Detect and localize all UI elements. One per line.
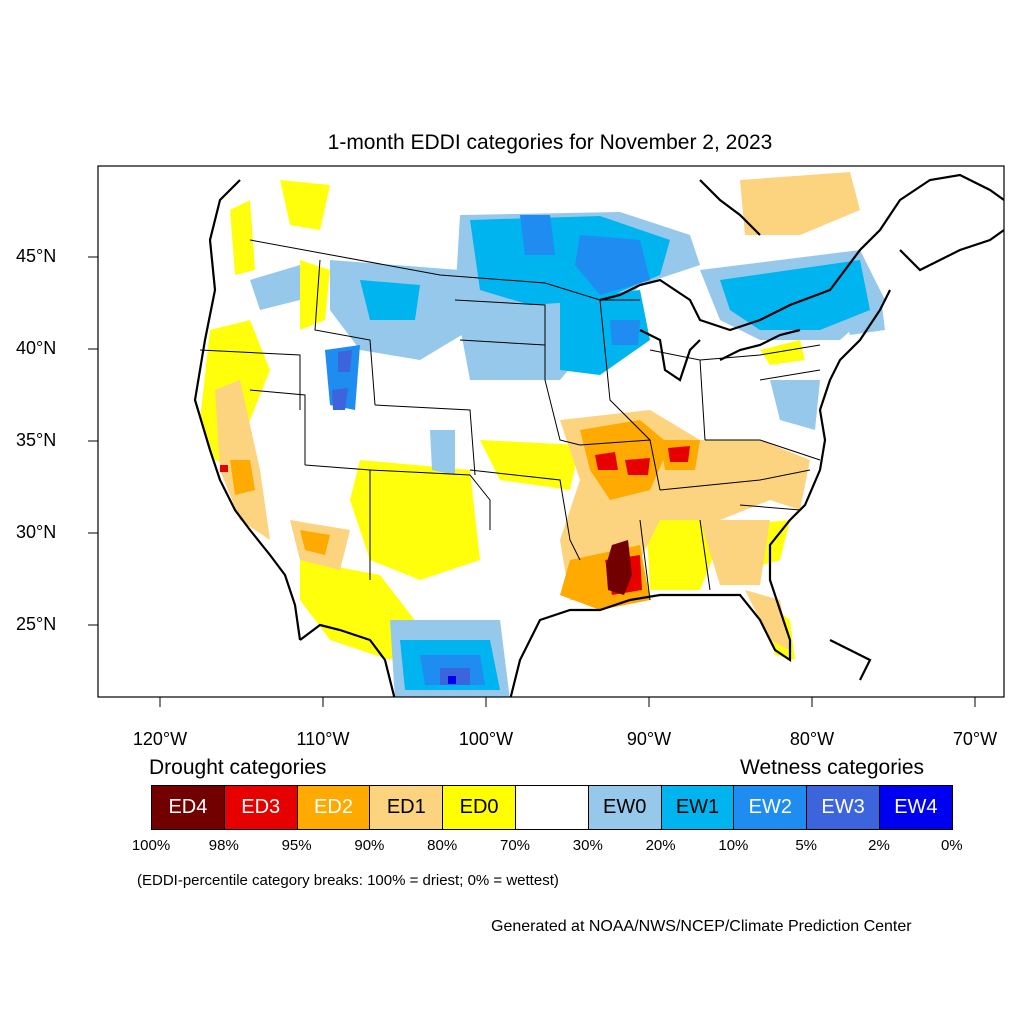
axis-ticks — [88, 256, 976, 707]
legend-swatch-ed3: ED3 — [223, 785, 298, 830]
lat-label-25: 25°N — [16, 614, 57, 634]
lat-label-30: 30°N — [16, 522, 57, 542]
map-frame — [97, 165, 1005, 698]
legend-break-label: 10% — [718, 837, 749, 854]
legend-swatch-ed2: ED2 — [296, 785, 371, 830]
legend-break-label: 30% — [572, 837, 603, 854]
map-title: 1-month EDDI categories for November 2, … — [327, 131, 773, 154]
lon-label-70w: 70°W — [952, 729, 998, 749]
legend-swatch-ed4: ED4 — [151, 785, 225, 830]
legend-swatch-ew4: EW4 — [879, 785, 953, 830]
state-boundaries — [199, 239, 821, 601]
legend-swatch-ed1: ED1 — [369, 785, 444, 830]
legend-swatch-ed0: ED0 — [442, 785, 516, 830]
legend-swatch-ew0: EW0 — [587, 785, 662, 830]
legend-break-label: 70% — [499, 837, 531, 854]
lat-label-45: 45°N — [16, 246, 57, 266]
legend-break-label: 20% — [645, 837, 676, 854]
legend-break-label: 90% — [354, 837, 385, 854]
legend-swatch-ew2: EW2 — [733, 785, 808, 830]
drought-categories-heading: Drought categories — [149, 756, 327, 779]
legend-swatch-ew3: EW3 — [806, 785, 880, 830]
legend-break-label: 80% — [427, 837, 458, 854]
lon-label-90w: 90°W — [626, 729, 672, 749]
lat-label-35: 35°N — [16, 430, 57, 450]
wetness-categories-heading: Wetness categories — [740, 756, 925, 779]
lon-label-80w: 80°W — [789, 729, 835, 749]
ew2-regions — [325, 215, 650, 685]
legend-break-label: 100% — [131, 837, 171, 854]
ed4-region — [606, 540, 632, 595]
lon-label-110w: 110°W — [296, 729, 350, 749]
ew4-region — [448, 676, 456, 684]
legend-break-label: 2% — [868, 837, 890, 854]
legend-break-label: 0% — [940, 837, 963, 854]
legend-break-label: 98% — [208, 837, 239, 854]
legend-swatch-ew1: EW1 — [660, 785, 735, 830]
lon-label-120w: 120°W — [132, 729, 188, 749]
lon-label-100w: 100°W — [458, 729, 514, 749]
legend-break-label: 5% — [795, 837, 818, 854]
ew3-regions — [332, 350, 470, 685]
legend-break-label: 95% — [281, 837, 312, 854]
credit-line: Generated at NOAA/NWS/NCEP/Climate Predi… — [491, 918, 912, 935]
category-breaks-note: (EDDI-percentile category breaks: 100% =… — [137, 872, 559, 889]
legend-swatch-neutral — [515, 785, 589, 830]
ew1-regions — [360, 216, 870, 690]
lat-label-40: 40°N — [16, 338, 57, 358]
coastlines — [193, 173, 1004, 697]
